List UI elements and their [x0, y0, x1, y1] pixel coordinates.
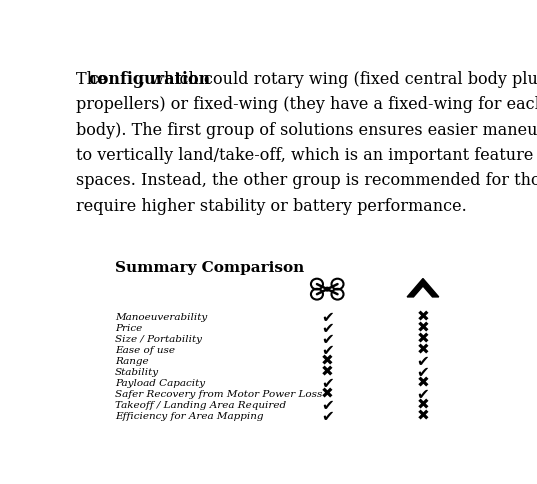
Text: Manoeuverability: Manoeuverability [115, 313, 207, 321]
Polygon shape [407, 278, 439, 297]
Text: Summary Comparison: Summary Comparison [115, 261, 304, 275]
Text: Takeoff / Landing Area Required: Takeoff / Landing Area Required [115, 401, 286, 409]
Text: Ease of use: Ease of use [115, 346, 175, 355]
Text: ✔: ✔ [417, 387, 429, 402]
Text: ✖: ✖ [417, 408, 429, 424]
Text: spaces. Instead, the other group is recommended for those operations: spaces. Instead, the other group is reco… [76, 172, 537, 190]
Text: propellers) or fixed-wing (they have a fixed-wing for each part of the ce: propellers) or fixed-wing (they have a f… [76, 96, 537, 113]
Text: body). The first group of solutions ensures easier maneuverability and al: body). The first group of solutions ensu… [76, 122, 537, 139]
Text: ✖: ✖ [417, 376, 429, 391]
Text: ✔: ✔ [321, 408, 333, 424]
Text: ✔: ✔ [417, 354, 429, 369]
Text: ✖: ✖ [417, 332, 429, 347]
Text: Range: Range [115, 357, 149, 365]
Text: ✔: ✔ [321, 332, 333, 347]
Text: Stability: Stability [115, 367, 159, 377]
Text: Safer Recovery from Motor Power Loss: Safer Recovery from Motor Power Loss [115, 390, 322, 398]
Text: ✖: ✖ [417, 343, 429, 358]
Text: configuration: configuration [88, 71, 210, 88]
Text: ✔: ✔ [321, 343, 333, 358]
Text: The: The [76, 71, 112, 88]
Text: , which could rotary wing (fixed central body plus se: , which could rotary wing (fixed central… [140, 71, 537, 88]
Text: ✔: ✔ [321, 310, 333, 325]
Text: ✔: ✔ [417, 364, 429, 379]
Text: ✖: ✖ [321, 364, 333, 379]
Text: ✔: ✔ [321, 376, 333, 391]
Text: to vertically land/take-off, which is an important feature for instance in in: to vertically land/take-off, which is an… [76, 147, 537, 164]
Circle shape [325, 287, 329, 291]
Text: ✖: ✖ [321, 354, 333, 369]
Text: require higher stability or battery performance.: require higher stability or battery perf… [76, 198, 467, 215]
Text: Efficiency for Area Mapping: Efficiency for Area Mapping [115, 411, 264, 421]
Text: ✔: ✔ [321, 320, 333, 335]
Text: Size / Portability: Size / Portability [115, 334, 202, 344]
Text: ✖: ✖ [321, 387, 333, 402]
Text: ✖: ✖ [417, 397, 429, 412]
Text: ✔: ✔ [321, 397, 333, 412]
Text: Price: Price [115, 324, 142, 333]
Text: ✖: ✖ [417, 310, 429, 325]
Text: ✖: ✖ [417, 320, 429, 335]
Text: Payload Capacity: Payload Capacity [115, 378, 205, 388]
